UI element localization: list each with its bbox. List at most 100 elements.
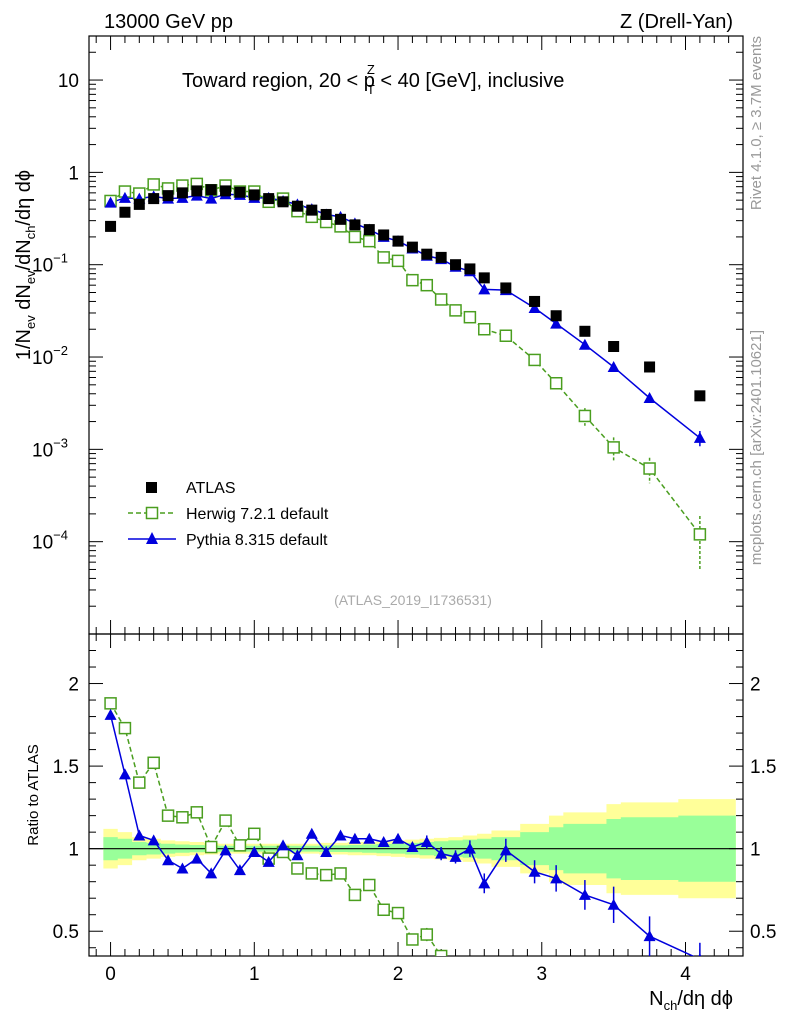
atlas-point [464, 263, 476, 275]
herwig-point [406, 273, 419, 287]
herwig-point [528, 353, 541, 367]
herwig-ratio-point [161, 809, 175, 822]
pythia-ratio-point [162, 854, 175, 866]
pythia-ratio-point [607, 898, 620, 910]
plot-title: Toward region, 20 < pZ T < 40 [GeV], incl… [182, 62, 564, 97]
herwig-ratio-point [391, 906, 405, 920]
pythia-ratio-point [233, 864, 246, 876]
legend-marker-atlas [146, 482, 157, 493]
herwig-point [607, 441, 620, 454]
y-axis-label: 1/Nev dNev/dNch/dη dϕ [13, 170, 38, 360]
ylabel-a: 1/N [13, 329, 35, 360]
herwig-point [391, 254, 405, 268]
pythia-ratio-point [377, 836, 390, 848]
herwig-ratio-point [334, 867, 347, 880]
pythia-point [578, 338, 591, 350]
legend-marker-herwig [145, 506, 159, 520]
atlas-point [349, 219, 361, 231]
pythia-ratio-point [550, 872, 563, 884]
pythia-ratio-point [420, 836, 433, 848]
herwig-point [463, 310, 477, 324]
pythia-point [478, 283, 491, 295]
legend-label-herwig: Herwig 7.2.1 default [186, 506, 329, 523]
atlas-point [263, 193, 275, 205]
herwig-ratio-point [248, 827, 261, 841]
herwig-ratio-point [420, 928, 434, 941]
pythia-ratio-point [104, 708, 117, 720]
ratio-tick-label-left: 1 [68, 840, 79, 861]
ratio-tick-label-right: 2 [750, 675, 761, 696]
y-tick-label: 10−3 [32, 435, 68, 461]
pythia-ratio-point [190, 852, 203, 864]
atlas-point [550, 310, 562, 322]
title-rest: < 40 [GeV], inclusive [375, 70, 565, 92]
herwig-ratio-point [319, 868, 333, 882]
herwig-ratio-point [406, 933, 419, 946]
pythia-ratio-point [291, 849, 304, 861]
main-series [104, 177, 707, 570]
atlas-point [191, 185, 203, 197]
xlabel-a: N [649, 988, 663, 1010]
herwig-line [110, 183, 701, 535]
ratio-tick-label-right: 0.5 [750, 922, 776, 943]
atlas-point [478, 272, 490, 284]
x-tick-label: 2 [393, 964, 404, 985]
herwig-point [434, 293, 448, 306]
atlas-point [306, 204, 318, 216]
xlabel-b: /dη dϕ [677, 988, 733, 1010]
ylabel-c: /dN [13, 239, 35, 270]
atlas-point [450, 259, 462, 271]
herwig-point [693, 528, 707, 541]
atlas-point [608, 341, 620, 353]
ratio-y-label: Ratio to ATLAS [25, 744, 42, 845]
herwig-point [643, 462, 656, 475]
header-right: Z (Drell-Yan) [620, 11, 733, 33]
herwig-point [499, 329, 513, 342]
atlas-point [500, 282, 512, 294]
herwig-ratio-point [118, 721, 132, 735]
x-tick-label: 1 [249, 964, 260, 985]
herwig-point [147, 178, 160, 191]
x-tick-label: 4 [680, 964, 691, 985]
pythia-ratio-point [499, 844, 512, 856]
herwig-ratio-point [291, 862, 304, 875]
legend-marker-pythia [146, 532, 158, 544]
herwig-ratio-point [147, 756, 160, 770]
atlas-point [119, 206, 131, 218]
pythia-ratio-line [109, 714, 695, 956]
rivet-label: Rivet 4.1.0, ≥ 3.7M events [748, 36, 765, 210]
herwig-point [363, 234, 376, 248]
legend: ATLAS Herwig 7.2.1 default Pythia 8.315 … [128, 480, 329, 549]
legend-label-pythia: Pythia 8.315 default [186, 532, 328, 549]
x-tick-label: 3 [536, 964, 547, 985]
legend-label-atlas: ATLAS [186, 480, 236, 497]
herwig-ratio-line [109, 702, 442, 956]
atlas-point [234, 186, 246, 198]
ylabel-b: dN [13, 284, 35, 315]
herwig-ratio-point [305, 867, 319, 880]
header-left: 13000 GeV pp [104, 11, 233, 33]
atlas-point [421, 248, 433, 260]
pythia-ratio-point [478, 877, 491, 889]
xlabel-a-sub: ch [664, 998, 678, 1013]
analysis-tag: (ATLAS_2019_I1736531) [334, 592, 492, 608]
pythia-ratio-point [435, 847, 448, 859]
herwig-point [578, 409, 592, 423]
pythia-ratio-point [449, 850, 462, 862]
herwig-point [348, 230, 362, 244]
ratio-tick-label-left: 1.5 [53, 757, 79, 778]
atlas-point [248, 189, 260, 201]
atlas-point [205, 184, 217, 196]
ratio-frame [88, 633, 744, 957]
series-layer [104, 177, 707, 956]
pythia-point [205, 192, 218, 204]
pythia-ratio-point [698, 953, 702, 956]
atlas-point [644, 361, 656, 373]
atlas-point [162, 190, 174, 202]
herwig-ratio-point [219, 814, 232, 827]
plot-frames [88, 35, 744, 957]
atlas-point [378, 229, 390, 241]
pythia-point [550, 317, 563, 329]
pythia-point [643, 391, 656, 403]
